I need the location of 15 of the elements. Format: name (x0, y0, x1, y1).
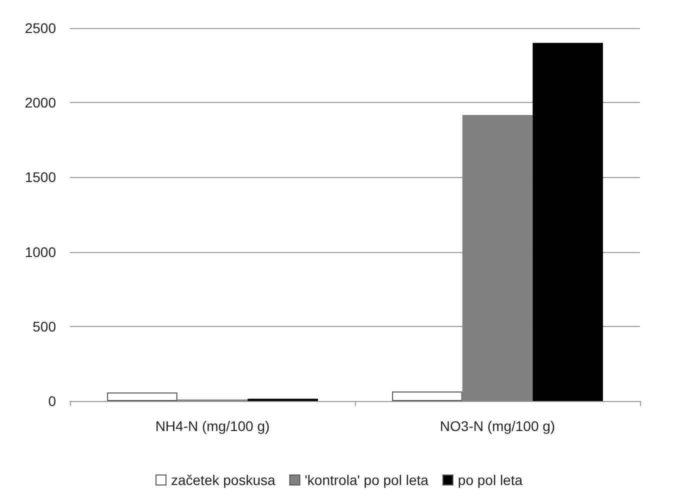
y-tick-label: 2500 (24, 20, 56, 36)
x-tick-label: NO3-N (mg/100 g) (440, 418, 556, 434)
bar (462, 114, 533, 401)
bar (532, 42, 603, 401)
legend-label: začetek poskusa (170, 472, 276, 488)
bar (392, 391, 462, 401)
y-tick-label: 1500 (24, 169, 56, 186)
y-tick-label: 2000 (24, 94, 56, 111)
y-tick-label: 1000 (24, 244, 56, 260)
bar (107, 392, 178, 401)
legend-label: po pol leta (458, 472, 523, 488)
x-tick-label: NH4-N (mg/100 g) (155, 418, 270, 434)
y-tick-label: 0 (48, 393, 56, 409)
y-tick-label: 500 (32, 318, 56, 334)
legend-label: 'kontrola' po pol leta (304, 472, 429, 488)
